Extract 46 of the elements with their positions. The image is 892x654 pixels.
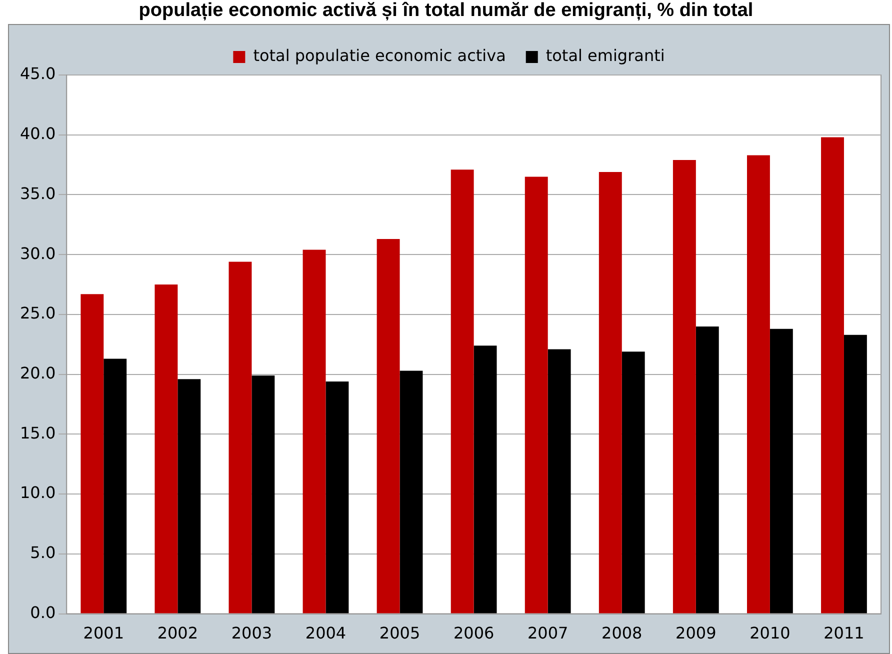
- x-tick-label: 2003: [231, 624, 272, 643]
- bar: [400, 370, 423, 614]
- bar: [524, 176, 548, 614]
- bar: [376, 239, 400, 614]
- legend-label: total populatie economic activa: [253, 46, 506, 66]
- bar: [672, 160, 696, 614]
- bar: [302, 250, 326, 614]
- bar: [178, 379, 201, 614]
- x-tick-label: 2009: [676, 624, 716, 643]
- x-tick-label: 2008: [602, 624, 642, 643]
- legend-label: total emigranti: [546, 46, 665, 66]
- bar: [844, 334, 867, 614]
- x-tick-label: 2002: [157, 624, 198, 643]
- bar: [450, 170, 474, 614]
- y-tick-label: 10.0: [20, 483, 56, 502]
- x-tick-label: 2011: [824, 624, 864, 643]
- y-tick-label: 5.0: [30, 543, 56, 562]
- bar: [548, 349, 571, 614]
- bar: [80, 294, 104, 614]
- bar: [598, 172, 622, 614]
- x-tick-label: 2010: [750, 624, 790, 643]
- x-tick-label: 2007: [527, 624, 568, 643]
- y-tick-label: 0.0: [30, 602, 56, 622]
- bar: [696, 326, 719, 614]
- y-tick-label: 20.0: [20, 363, 56, 382]
- bar: [747, 155, 770, 614]
- x-tick-label: 2001: [83, 624, 124, 643]
- x-tick-label: 2005: [379, 624, 420, 643]
- bar: [228, 262, 252, 614]
- bar: [154, 284, 178, 614]
- bar: [252, 376, 275, 614]
- y-tick-label: 40.0: [20, 124, 56, 144]
- y-tick-label: 15.0: [20, 423, 56, 442]
- y-tick-label: 35.0: [20, 184, 56, 203]
- y-tick-label: 30.0: [20, 244, 56, 263]
- y-tick-label: 45.0: [20, 64, 56, 84]
- chart-title: populație economic activă și în total număr de emigranți, % din total: [138, 0, 754, 23]
- bar: [326, 382, 349, 614]
- bar: [622, 352, 645, 614]
- y-tick-label: 25.0: [20, 304, 56, 323]
- bar: [821, 137, 844, 614]
- bar: [770, 328, 793, 614]
- x-tick-label: 2006: [453, 624, 494, 643]
- bar: [104, 358, 127, 614]
- bar: [474, 346, 497, 614]
- x-tick-label: 2004: [305, 624, 346, 643]
